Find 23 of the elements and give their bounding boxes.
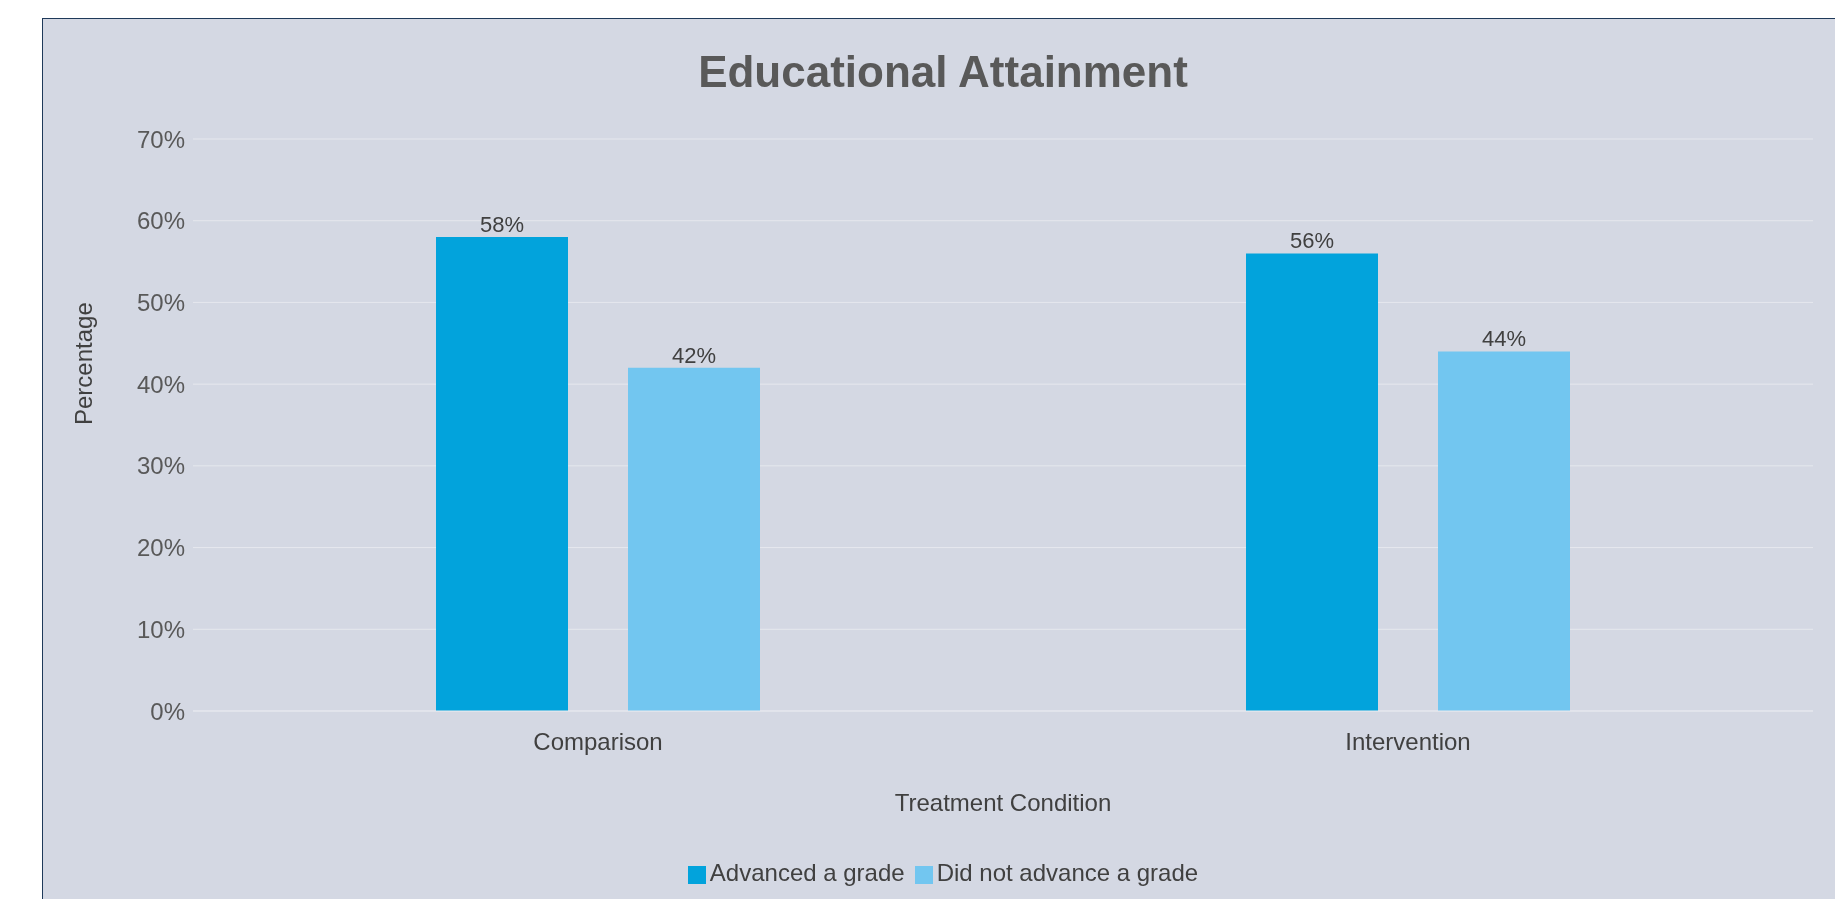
y-axis-title: Percentage <box>69 302 97 425</box>
legend-label: Advanced a grade <box>709 859 905 886</box>
bar <box>436 237 568 711</box>
x-axis-title: Treatment Condition <box>894 789 1112 816</box>
x-tick-label: Intervention <box>1345 728 1471 756</box>
bar <box>1246 253 1378 711</box>
y-tick-label: 60% <box>136 207 185 235</box>
legend-label: Did not advance a grade <box>936 859 1199 886</box>
y-tick-label: 40% <box>136 370 185 398</box>
y-tick-label: 10% <box>136 615 185 643</box>
y-tick-label: 0% <box>150 697 185 725</box>
bar <box>1438 351 1570 711</box>
text: 42% <box>671 342 717 368</box>
y-tick-label: 20% <box>136 534 185 562</box>
text: 44% <box>1481 326 1527 352</box>
bar <box>628 367 760 711</box>
y-tick-label: 50% <box>136 288 185 316</box>
text: 56% <box>1289 228 1335 254</box>
x-tick-label: Comparison <box>533 728 663 756</box>
y-tick-label: 70% <box>136 125 185 153</box>
y-tick-label: 30% <box>136 452 185 480</box>
text: 58% <box>479 212 525 238</box>
chart-title: Educational Attainment <box>697 46 1189 98</box>
